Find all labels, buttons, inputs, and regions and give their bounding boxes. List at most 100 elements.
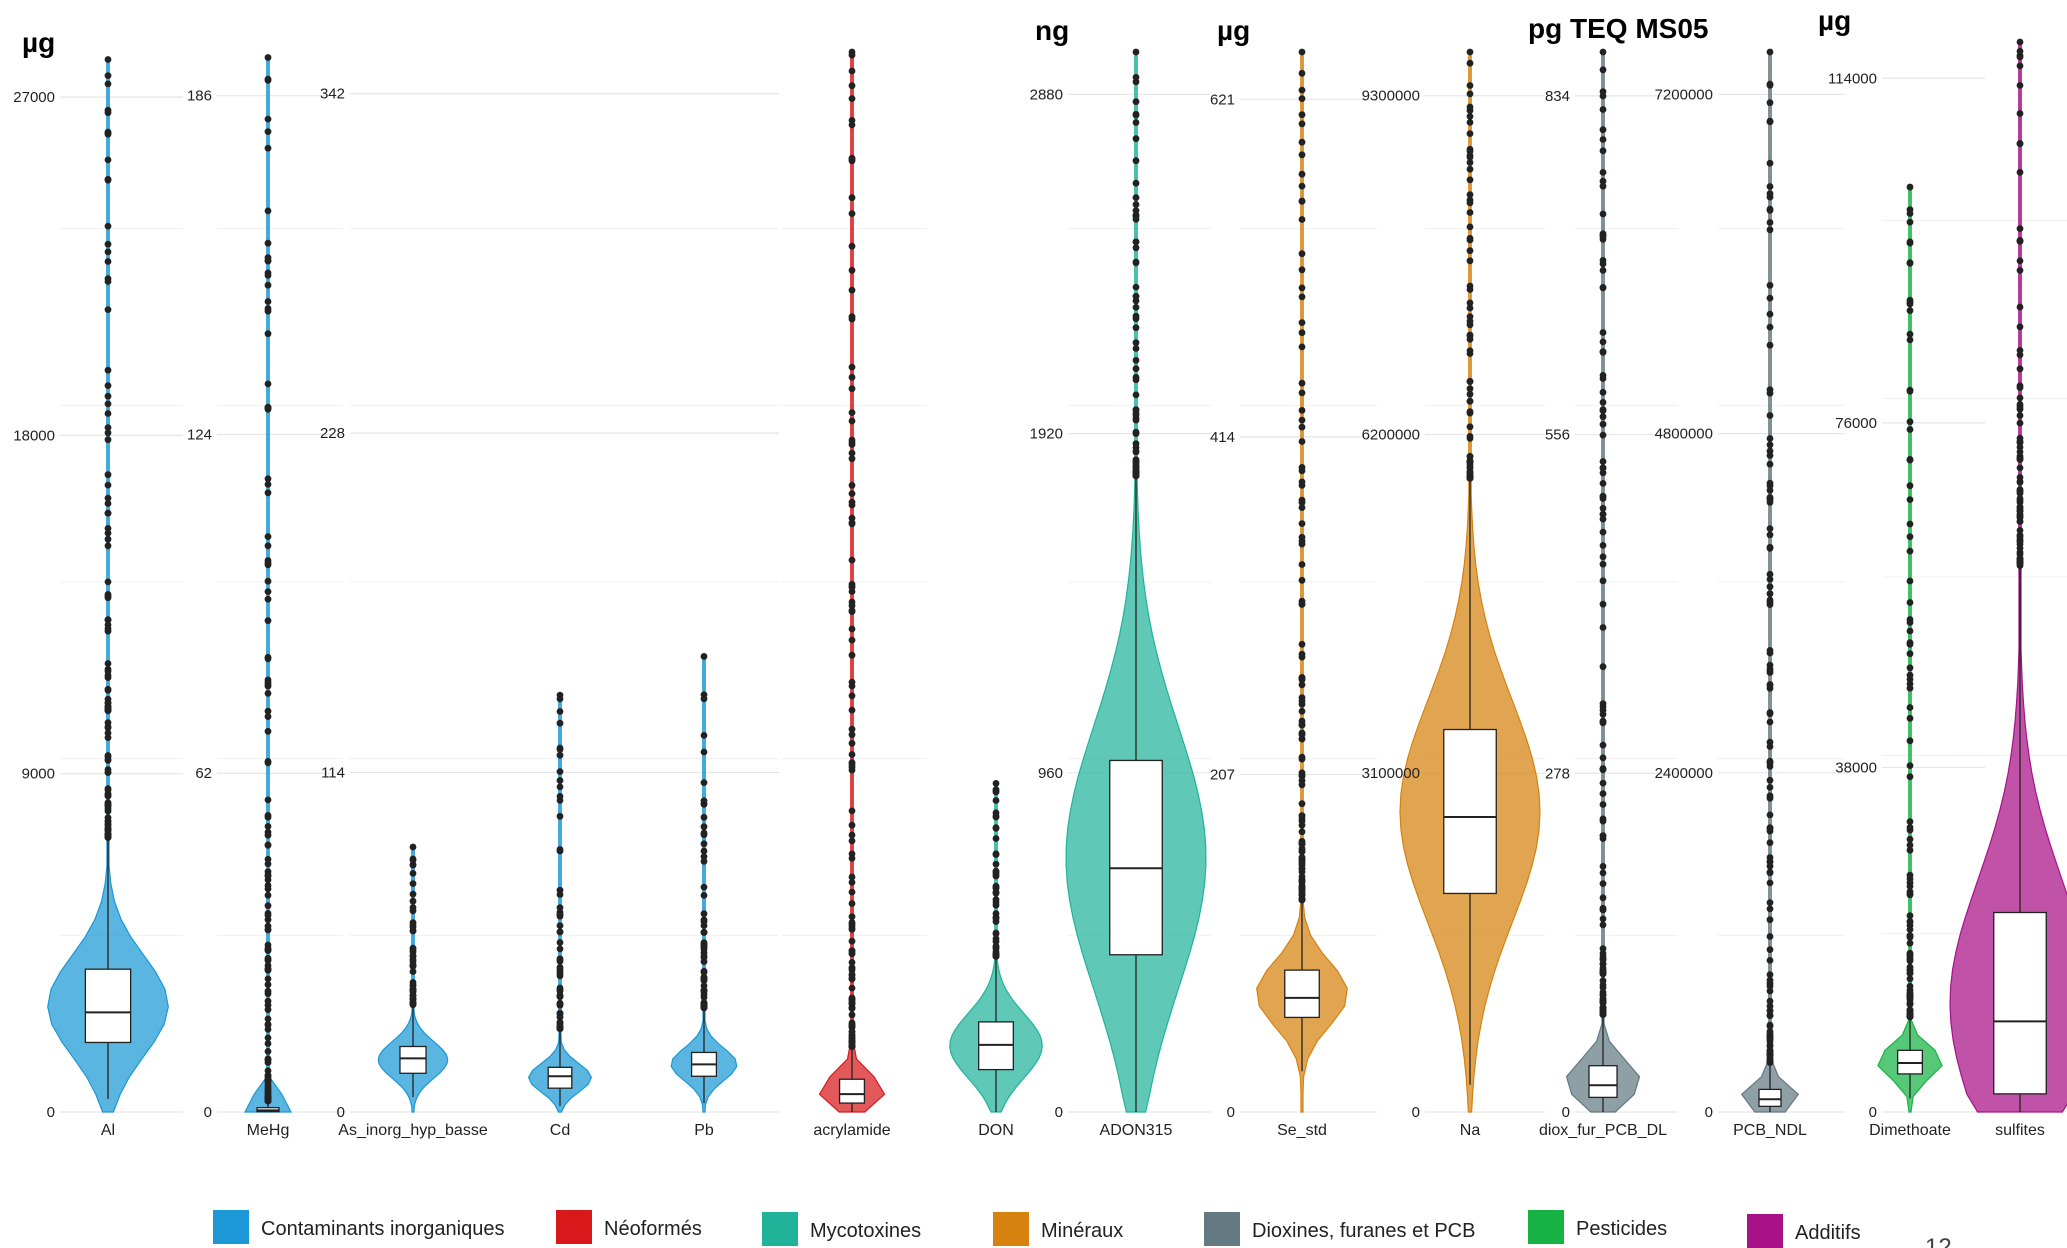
- y-tick-label: 207: [1210, 766, 1235, 783]
- outlier-point: [1766, 718, 1774, 726]
- outlier-point: [1599, 66, 1607, 74]
- y-tick-label: 18000: [13, 427, 55, 444]
- outlier-point: [2016, 518, 2024, 525]
- outlier-point: [700, 732, 708, 739]
- box-As_inorg_hyp_basse: [399, 1045, 427, 1074]
- outlier-point: [2016, 439, 2024, 447]
- outlier-point: [1599, 420, 1607, 428]
- outlier-point: [104, 400, 112, 408]
- outlier-point: [848, 82, 856, 90]
- outlier-point: [264, 254, 272, 262]
- y-tick-label: 1920: [1030, 426, 1063, 443]
- outlier-point: [1599, 1011, 1607, 1018]
- outlier-point: [556, 751, 564, 759]
- outlier-point: [1466, 119, 1474, 126]
- outlier-point: [1766, 839, 1774, 847]
- outlier-point: [1766, 435, 1774, 442]
- outlier-point: [848, 313, 856, 321]
- outlier-point: [264, 1015, 272, 1023]
- outlier-point: [264, 727, 272, 735]
- outlier-point: [848, 67, 856, 75]
- legend: Contaminants inorganiques Néoformés Mycoto…: [213, 1210, 1861, 1248]
- outlier-point: [1766, 323, 1774, 331]
- outlier-point: [1599, 260, 1607, 268]
- outlier-point: [1766, 219, 1774, 226]
- box-acrylamide: [838, 1078, 866, 1104]
- outlier-point: [1466, 317, 1474, 325]
- outlier-point: [1766, 226, 1774, 234]
- outlier-point: [1599, 710, 1607, 718]
- outlier-point: [1298, 197, 1306, 205]
- outlier-point: [1599, 495, 1607, 502]
- outlier-point: [1298, 416, 1306, 424]
- y-tick-label: 0: [1705, 1104, 1713, 1121]
- outlier-point: [848, 926, 856, 933]
- outlier-point: [556, 956, 564, 964]
- outlier-point: [104, 240, 112, 248]
- outlier-point: [1298, 772, 1306, 780]
- outlier-point: [1599, 528, 1607, 536]
- box-Cd: [547, 1066, 573, 1089]
- outlier-point: [1906, 426, 1914, 433]
- y-tick-label: 621: [1210, 91, 1235, 108]
- outlier-point: [1298, 151, 1306, 159]
- outlier-point: [2016, 412, 2024, 419]
- outlier-point: [264, 1034, 272, 1042]
- outlier-point: [1599, 624, 1607, 631]
- x-category-label: diox_fur_PCB_DL: [1539, 1122, 1667, 1139]
- outlier-point: [700, 857, 708, 865]
- outlier-point: [1599, 894, 1607, 902]
- outlier-point: [1766, 460, 1774, 468]
- outlier-point: [848, 266, 856, 274]
- outlier-point: [848, 117, 856, 124]
- outlier-point: [1466, 59, 1474, 67]
- outlier-point: [556, 992, 564, 1000]
- outlier-point: [1599, 905, 1607, 913]
- outlier-point: [1132, 345, 1140, 352]
- y-tick-label: 114: [321, 765, 345, 782]
- outlier-point: [2016, 403, 2024, 410]
- outlier-point: [1599, 915, 1607, 923]
- outlier-point: [848, 625, 856, 633]
- x-category-label: DON: [978, 1122, 1014, 1139]
- outlier-point: [848, 519, 856, 527]
- outlier-point: [409, 981, 417, 989]
- outlier-point: [104, 382, 112, 389]
- outlier-point: [1132, 194, 1140, 202]
- outlier-point: [848, 194, 856, 202]
- outlier-point: [1599, 703, 1607, 711]
- outlier-point: [2016, 225, 2024, 233]
- outlier-point: [264, 305, 272, 312]
- box-Al: [84, 968, 132, 1044]
- outlier-point: [1766, 80, 1774, 88]
- outlier-point: [848, 1004, 856, 1012]
- outlier-point: [1132, 135, 1140, 143]
- outlier-point: [848, 439, 856, 447]
- outlier-point: [1132, 201, 1140, 208]
- outlier-point: [1298, 438, 1306, 445]
- outlier-point: [1132, 462, 1140, 470]
- outlier-point: [1132, 244, 1140, 252]
- outlier-point: [104, 578, 112, 586]
- outlier-point: [1599, 375, 1607, 382]
- outlier-point: [848, 154, 856, 162]
- outlier-point: [1906, 259, 1914, 266]
- outlier-point: [992, 851, 1000, 858]
- outlier-point: [848, 751, 856, 758]
- outlier-point: [1906, 650, 1914, 658]
- outlier-point: [264, 1020, 272, 1028]
- outlier-point: [848, 725, 856, 733]
- outlier-point: [1906, 957, 1914, 965]
- outlier-point: [1906, 773, 1914, 781]
- outlier-point: [104, 248, 112, 256]
- outlier-point: [992, 835, 1000, 842]
- outlier-point: [2016, 478, 2024, 485]
- outlier-point: [1766, 479, 1774, 487]
- outlier-point: [1766, 310, 1774, 318]
- outlier-point: [1906, 482, 1914, 490]
- outlier-point: [104, 109, 112, 117]
- outlier-point: [1298, 86, 1306, 94]
- outlier-point: [264, 975, 272, 983]
- outlier-point: [848, 598, 856, 606]
- outlier-point: [409, 890, 417, 898]
